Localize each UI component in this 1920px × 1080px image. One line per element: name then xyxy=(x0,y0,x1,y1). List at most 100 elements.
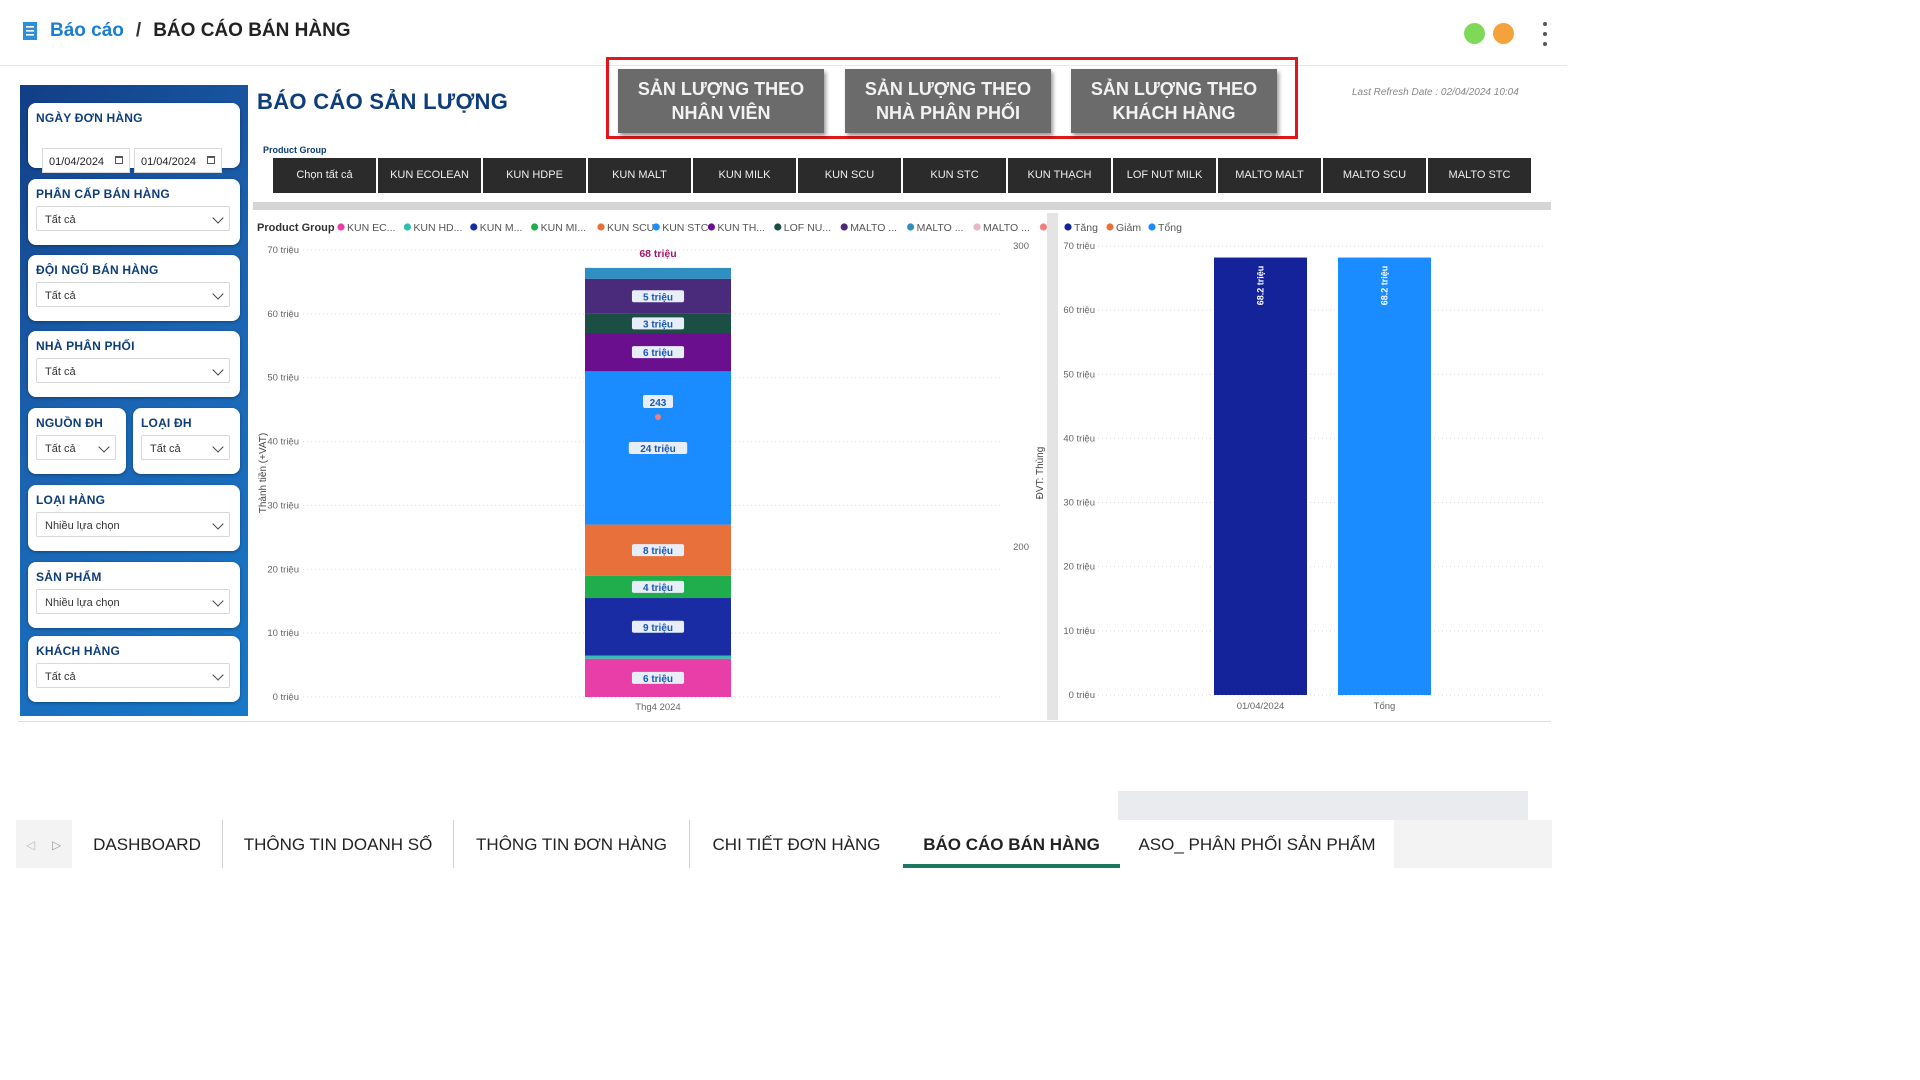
data-label-bg xyxy=(631,544,685,557)
nav-button-group: SẢN LƯỢNG THEO NHÂN VIÊN SẢN LƯỢNG THEO … xyxy=(606,57,1298,139)
divider xyxy=(18,721,1551,722)
legend-item: Giảm xyxy=(1116,222,1141,234)
filter-order-date: NGÀY ĐƠN HÀNG 01/04/2024 01/04/2024 xyxy=(28,103,240,173)
line-point-label-bg xyxy=(643,395,673,408)
filter-customer: KHÁCH HÀNG Tất cả xyxy=(28,636,240,702)
filter-order-source: NGUỒN ĐH Tất cả xyxy=(28,408,126,474)
product-group-chip[interactable]: MALTO SCU xyxy=(1323,158,1426,193)
filter-product: SẢN PHẨM Nhiều lựa chọn xyxy=(28,562,240,628)
tab-scroll-arrows: ◁ ▷ xyxy=(16,820,72,868)
product-group-chip[interactable]: KUN THẠCH xyxy=(1008,158,1111,193)
by-customer-button[interactable]: SẢN LƯỢNG THEO KHÁCH HÀNG xyxy=(1071,69,1277,133)
by-employee-button[interactable]: SẢN LƯỢNG THEO NHÂN VIÊN xyxy=(618,69,824,133)
y2-tick-label: 300 xyxy=(1013,241,1029,252)
product-type-dropdown[interactable]: Nhiều lựa chọn xyxy=(36,512,230,537)
tab-dashboard[interactable]: DASHBOARD xyxy=(72,820,223,868)
y-tick-label: 20 triệu xyxy=(1063,562,1095,573)
filter-label: NGÀY ĐƠN HÀNG xyxy=(36,111,143,125)
calendar-icon[interactable] xyxy=(207,156,215,164)
filter-product-type: LOẠI HÀNG Nhiều lựa chọn xyxy=(28,485,240,551)
date-to-value: 01/04/2024 xyxy=(141,156,197,168)
bar xyxy=(1214,257,1307,695)
dropdown-value: Nhiều lựa chọn xyxy=(45,597,120,609)
breadcrumb: Báo cáo / BÁO CÁO BÁN HÀNG xyxy=(22,20,351,42)
product-group-chip[interactable]: MALTO STC xyxy=(1428,158,1531,193)
data-label: 6 triệu xyxy=(643,348,673,359)
legend-swatch xyxy=(973,223,981,231)
button-line1: SẢN LƯỢNG THEO xyxy=(864,79,1032,99)
chevron-down-icon xyxy=(98,441,110,453)
chevron-down-icon xyxy=(212,364,224,376)
product-group-chip[interactable]: MALTO MALT xyxy=(1218,158,1321,193)
filter-label: NHÀ PHÂN PHỐI xyxy=(36,339,135,353)
product-group-chip[interactable]: KUN MILK xyxy=(693,158,796,193)
line-point-marker xyxy=(655,414,661,420)
tab-sales-report[interactable]: BÁO CÁO BÁN HÀNG xyxy=(903,820,1120,868)
chevron-down-icon xyxy=(212,441,224,453)
breadcrumb-parent-link[interactable]: Báo cáo xyxy=(50,20,124,41)
y-tick-label: 60 triệu xyxy=(267,309,299,320)
report-title: BÁO CÁO SẢN LƯỢNG xyxy=(257,89,509,114)
product-group-chip[interactable]: KUN HDPE xyxy=(483,158,586,193)
button-line2: NHÀ PHÂN PHỐI xyxy=(875,103,1020,123)
tab-order-info[interactable]: THÔNG TIN ĐƠN HÀNG xyxy=(454,820,690,868)
button-line1: SẢN LƯỢNG THEO xyxy=(637,79,805,99)
x-tick-label: Tổng xyxy=(1374,701,1396,712)
filter-label: KHÁCH HÀNG xyxy=(36,644,120,658)
legend-item: LOF NU... xyxy=(784,222,831,234)
product-group-chip[interactable]: KUN MALT xyxy=(588,158,691,193)
product-group-chip[interactable]: Chọn tất cả xyxy=(273,158,376,193)
breadcrumb-separator: / xyxy=(135,20,142,41)
tab-sales-info[interactable]: THÔNG TIN DOANH SỐ xyxy=(223,820,454,868)
tab-order-detail[interactable]: CHI TIẾT ĐƠN HÀNG xyxy=(690,820,903,868)
y-tick-label: 20 triệu xyxy=(267,564,299,575)
dropdown-value: Nhiều lựa chọn xyxy=(45,520,120,532)
y-tick-label: 0 triệu xyxy=(1069,690,1095,701)
last-refresh-date: Last Refresh Date : 02/04/2024 10:04 xyxy=(1352,87,1519,98)
data-label: 9 triệu xyxy=(643,623,673,634)
order-type-dropdown[interactable]: Tất cả xyxy=(141,435,230,460)
chevron-left-icon[interactable]: ◁ xyxy=(26,838,36,852)
tab-aso-distribution[interactable]: ASO_ PHÂN PHỐI SẢN PHẨM xyxy=(1120,820,1394,868)
y2-axis-title: ĐVT: Thùng xyxy=(1035,447,1046,500)
order-source-dropdown[interactable]: Tất cả xyxy=(36,435,116,460)
product-dropdown[interactable]: Nhiều lựa chọn xyxy=(36,589,230,614)
legend-swatch xyxy=(1148,223,1156,231)
status-dot-orange[interactable] xyxy=(1493,23,1514,44)
dropdown-value: Tất cả xyxy=(150,443,181,455)
data-label-bg xyxy=(631,290,685,303)
distributor-dropdown[interactable]: Tất cả xyxy=(36,358,230,383)
date-to-input[interactable]: 01/04/2024 xyxy=(134,148,222,173)
status-dot-green[interactable] xyxy=(1464,23,1485,44)
y-tick-label: 40 triệu xyxy=(1063,433,1095,444)
sales-level-dropdown[interactable]: Tất cả xyxy=(36,206,230,231)
sales-team-dropdown[interactable]: Tất cả xyxy=(36,282,230,307)
legend-swatch xyxy=(403,223,411,231)
total-label: 68 triệu xyxy=(639,248,676,260)
legend-item: Tăng xyxy=(1074,222,1098,234)
dropdown-value: Tất cả xyxy=(45,443,76,455)
page-tabs: ◁ ▷ DASHBOARD THÔNG TIN DOANH SỐ THÔNG T… xyxy=(16,820,1552,868)
chevron-right-icon[interactable]: ▷ xyxy=(52,838,62,852)
customer-dropdown[interactable]: Tất cả xyxy=(36,663,230,688)
date-from-value: 01/04/2024 xyxy=(49,156,105,168)
stacked-bar-chart: Product Group KUN EC... KUN HD... KUN M... K… xyxy=(253,213,1096,720)
bar-segment xyxy=(585,267,731,279)
y2-tick-label: 200 xyxy=(1013,542,1029,553)
product-group-chip[interactable]: KUN SCU xyxy=(798,158,901,193)
product-group-chip[interactable]: KUN ECOLEAN xyxy=(378,158,481,193)
filter-order-type: LOẠI ĐH Tất cả xyxy=(133,408,240,474)
legend-swatch xyxy=(470,223,478,231)
date-from-input[interactable]: 01/04/2024 xyxy=(42,148,130,173)
product-group-chip[interactable]: KUN STC xyxy=(903,158,1006,193)
legend-swatch xyxy=(531,223,539,231)
more-menu-icon[interactable] xyxy=(1540,22,1550,46)
filter-label: SẢN PHẨM xyxy=(36,570,102,584)
data-label: 4 triệu xyxy=(643,583,673,594)
data-label: 3 triệu xyxy=(643,319,673,330)
product-group-chip[interactable]: LOF NUT MILK xyxy=(1113,158,1216,193)
legend-item: KUN TH... xyxy=(717,222,765,234)
calendar-icon[interactable] xyxy=(115,156,123,164)
by-distributor-button[interactable]: SẢN LƯỢNG THEO NHÀ PHÂN PHỐI xyxy=(845,69,1051,133)
filter-sales-level: PHÂN CẤP BÁN HÀNG Tất cả xyxy=(28,179,240,245)
